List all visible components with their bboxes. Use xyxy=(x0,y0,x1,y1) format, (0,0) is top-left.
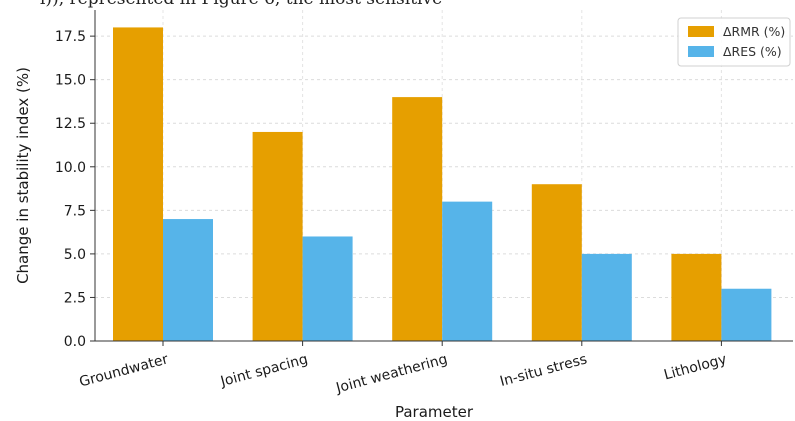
x-tick-label: In-situ stress xyxy=(498,351,589,390)
x-axis-title: Parameter xyxy=(395,403,474,421)
legend: ΔRMR (%) ΔRES (%) xyxy=(677,17,791,67)
x-tick-label: Joint spacing xyxy=(218,351,310,390)
axes xyxy=(90,10,793,346)
x-tick-label: Groundwater xyxy=(78,351,171,390)
bar-res-joint-weathering xyxy=(442,201,493,341)
bar-res-lithology xyxy=(721,288,772,341)
bar-rmr-lithology xyxy=(671,253,722,341)
bar-marks xyxy=(113,27,772,342)
bar-res-groundwater xyxy=(163,219,213,341)
legend-label-res: ΔRES (%) xyxy=(723,44,782,59)
bar-rmr-joint-spacing xyxy=(252,131,303,341)
bar-rmr-joint-weathering xyxy=(392,97,443,342)
y-tick-labels: 0.0 2.5 5.0 7.5 10.0 12.5 15.0 17.5 xyxy=(55,29,86,350)
y-tick-label: 7.5 xyxy=(64,203,86,219)
figure-caption-fragment: l)), represented in Figure 6, the most s… xyxy=(40,0,680,9)
y-tick-label: 2.5 xyxy=(64,290,86,306)
y-axis-title: Change in stability index (%) xyxy=(14,67,32,284)
legend-swatch-rmr xyxy=(688,26,714,37)
y-tick-label: 0.0 xyxy=(64,334,86,350)
y-tick-label: 15.0 xyxy=(55,73,86,89)
bar-rmr-groundwater xyxy=(113,27,163,342)
legend-swatch-res xyxy=(688,46,714,57)
x-tick-labels: Groundwater Joint spacing Joint weathering… xyxy=(78,351,729,396)
bar-res-joint-spacing xyxy=(302,236,353,341)
y-tick-label: 10.0 xyxy=(55,160,86,176)
bar-res-in-situ-stress xyxy=(581,253,632,341)
x-tick-label: Joint weathering xyxy=(334,351,450,396)
y-tick-label: 17.5 xyxy=(55,29,86,45)
y-tick-label: 12.5 xyxy=(55,116,86,132)
x-tick-label: Lithology xyxy=(662,351,728,383)
y-tick-label: 5.0 xyxy=(64,247,86,263)
bar-rmr-in-situ-stress xyxy=(531,184,582,341)
legend-label-rmr: ΔRMR (%) xyxy=(723,24,785,39)
